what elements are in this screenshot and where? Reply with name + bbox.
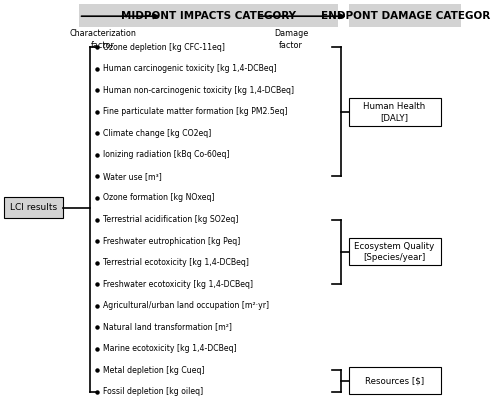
- Text: ENDPONT DAMAGE CATEGOR: ENDPONT DAMAGE CATEGOR: [320, 11, 490, 21]
- Text: Terrestrial ecotoxicity [kg 1,4-DCBeq]: Terrestrial ecotoxicity [kg 1,4-DCBeq]: [104, 258, 250, 267]
- Text: Human non-carcinogenic toxicity [kg 1,4-DCBeq]: Human non-carcinogenic toxicity [kg 1,4-…: [104, 86, 294, 95]
- Text: Resources [$]: Resources [$]: [365, 376, 424, 385]
- Text: Agricultural/urban land occupation [m²·yr]: Agricultural/urban land occupation [m²·y…: [104, 301, 270, 310]
- Text: Terrestrial acidification [kg SO2eq]: Terrestrial acidification [kg SO2eq]: [104, 215, 239, 224]
- Bar: [4, 197, 64, 218]
- Text: Climate change [kg CO2eq]: Climate change [kg CO2eq]: [104, 129, 212, 138]
- Text: Fine particulate matter formation [kg PM2.5eq]: Fine particulate matter formation [kg PM…: [104, 108, 288, 116]
- Text: Metal depletion [kg Cueq]: Metal depletion [kg Cueq]: [104, 366, 205, 375]
- Text: Freshwater eutrophication [kg Peq]: Freshwater eutrophication [kg Peq]: [104, 237, 240, 245]
- Text: Freshwater ecotoxicity [kg 1,4-DCBeq]: Freshwater ecotoxicity [kg 1,4-DCBeq]: [104, 280, 254, 289]
- Bar: [348, 238, 440, 266]
- Text: Ecosystem Quality
[Species/year]: Ecosystem Quality [Species/year]: [354, 242, 434, 262]
- Text: Ozone formation [kg NOxeq]: Ozone formation [kg NOxeq]: [104, 193, 215, 202]
- Text: LCI results: LCI results: [10, 203, 57, 212]
- Bar: [348, 367, 440, 395]
- Text: Fossil depletion [kg oileq]: Fossil depletion [kg oileq]: [104, 387, 204, 396]
- Bar: [348, 98, 440, 126]
- Bar: [78, 4, 338, 27]
- Text: Damage
factor: Damage factor: [274, 29, 308, 50]
- Text: Ionizing radiation [kBq Co-60eq]: Ionizing radiation [kBq Co-60eq]: [104, 150, 230, 160]
- Bar: [348, 4, 464, 27]
- Text: MIDPONT IMPACTS CATEGORY: MIDPONT IMPACTS CATEGORY: [121, 11, 296, 21]
- Text: Characterization
factor: Characterization factor: [69, 29, 136, 50]
- Text: Ozone depletion [kg CFC-11eq]: Ozone depletion [kg CFC-11eq]: [104, 43, 226, 52]
- Text: Human Health
[DALY]: Human Health [DALY]: [364, 102, 426, 122]
- Text: Marine ecotoxicity [kg 1,4-DCBeq]: Marine ecotoxicity [kg 1,4-DCBeq]: [104, 344, 237, 353]
- Text: Water use [m³]: Water use [m³]: [104, 172, 162, 181]
- Text: Natural land transformation [m²]: Natural land transformation [m²]: [104, 322, 232, 332]
- Text: Human carcinogenic toxicity [kg 1,4-DCBeq]: Human carcinogenic toxicity [kg 1,4-DCBe…: [104, 64, 277, 73]
